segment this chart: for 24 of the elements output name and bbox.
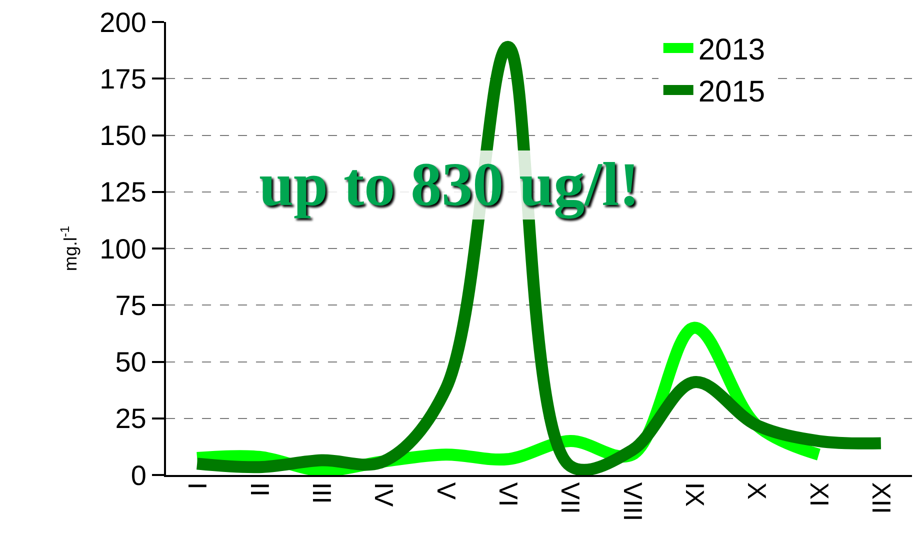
y-tick-label: 150 — [100, 120, 146, 152]
y-tick-label: 75 — [115, 290, 146, 321]
x-tick-label: VII — [556, 482, 586, 514]
legend-label: 2015 — [698, 76, 766, 109]
x-tick-label: IX — [680, 482, 710, 507]
x-tick-label: I — [182, 482, 213, 490]
y-tick-label: 25 — [115, 403, 146, 434]
x-tick-label: V — [431, 482, 462, 500]
x-tick-label: X — [742, 482, 772, 500]
y-tick-label: 0 — [130, 460, 146, 491]
x-tick-label: VIII — [618, 482, 648, 522]
x-tick-label: IV — [369, 482, 400, 508]
x-tick-label: III — [306, 482, 337, 504]
x-tick-label: XI — [804, 482, 834, 507]
y-tick-label: 125 — [100, 176, 146, 208]
annotation: up to 830 ug/l! — [259, 151, 640, 219]
y-tick-label: 50 — [115, 346, 146, 378]
y-tick-label: 200 — [100, 6, 146, 38]
legend-label: 2013 — [698, 34, 766, 67]
y-tick-label: 175 — [100, 63, 146, 94]
x-tick-label: XII — [866, 482, 896, 514]
x-tick-label: VI — [493, 482, 524, 507]
x-tick-label: II — [244, 482, 275, 497]
y-tick-label: 100 — [100, 233, 146, 264]
